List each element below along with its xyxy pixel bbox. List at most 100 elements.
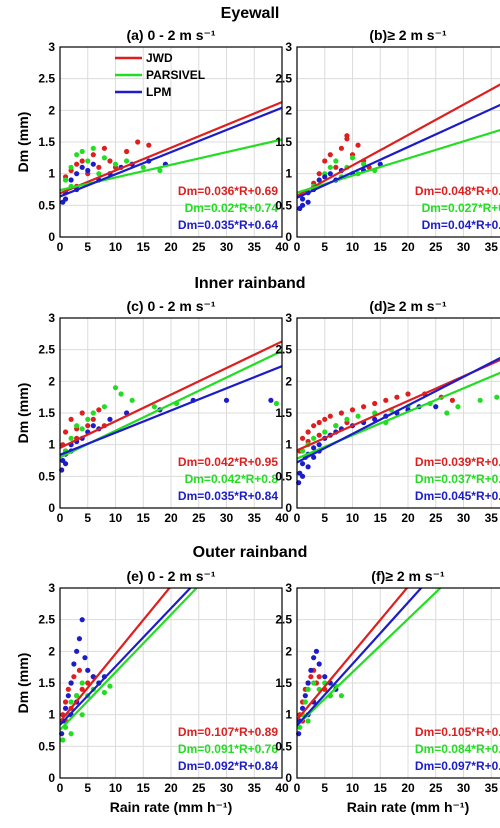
point-parsivel bbox=[62, 177, 69, 183]
point-lpm bbox=[74, 648, 80, 654]
point-jwd bbox=[394, 394, 400, 400]
point-parsivel bbox=[68, 731, 74, 737]
y-tick-label: 2.5 bbox=[38, 343, 55, 357]
panel-e: (e) 0 - 2 m s⁻¹0 5 10 15 20 25 30 35 4000.511.52… bbox=[15, 568, 289, 815]
y-axis-label: Dm (mm) bbox=[15, 383, 31, 444]
section-title: Eyewall bbox=[221, 5, 280, 22]
point-lpm bbox=[65, 693, 71, 699]
x-tick-label: 30 bbox=[457, 781, 471, 795]
point-jwd bbox=[372, 400, 378, 407]
y-tick-label: 2 bbox=[285, 644, 292, 658]
x-tick-label: 35 bbox=[485, 511, 499, 525]
x-tick-label: 0 bbox=[57, 781, 64, 795]
x-tick-label: 30 bbox=[220, 240, 234, 254]
point-jwd bbox=[316, 674, 322, 680]
point-lpm bbox=[268, 397, 274, 403]
x-tick-label: 5 bbox=[321, 240, 328, 254]
y-tick-label: 1 bbox=[285, 167, 292, 181]
legend-label: PARSIVEL bbox=[146, 68, 205, 82]
x-tick-label: 0 bbox=[57, 511, 64, 525]
panel-c: (c) 0 - 2 m s⁻¹0 5 10 15 20 25 30 35 4000.511.52… bbox=[15, 298, 289, 525]
point-lpm bbox=[76, 636, 83, 642]
point-parsivel bbox=[140, 164, 146, 170]
point-parsivel bbox=[305, 718, 311, 724]
fit-line-jwd bbox=[297, 83, 500, 197]
point-lpm bbox=[62, 196, 69, 202]
x-tick-label: 20 bbox=[401, 240, 415, 254]
point-jwd bbox=[146, 142, 152, 148]
x-tick-label: 20 bbox=[401, 781, 415, 795]
point-jwd bbox=[305, 429, 311, 435]
y-tick-label: 2 bbox=[285, 374, 292, 388]
point-jwd bbox=[124, 148, 130, 155]
x-tick-label: 35 bbox=[248, 240, 262, 254]
point-jwd bbox=[107, 158, 113, 164]
point-jwd bbox=[322, 416, 328, 422]
point-jwd bbox=[79, 410, 85, 416]
fit-line-parsivel bbox=[60, 588, 199, 731]
point-lpm bbox=[90, 423, 96, 429]
x-tick-label: 25 bbox=[192, 240, 206, 254]
point-parsivel bbox=[297, 724, 303, 730]
fit-line-lpm bbox=[60, 106, 282, 198]
x-tick-label: 5 bbox=[321, 781, 328, 795]
y-tick-label: 0 bbox=[285, 501, 292, 515]
fit-equation-lpm: Dm=0.092*R+0.84 bbox=[178, 759, 278, 773]
point-jwd bbox=[299, 435, 306, 441]
y-tick-label: 1 bbox=[48, 438, 55, 452]
point-jwd bbox=[90, 416, 96, 422]
x-tick-label: 35 bbox=[485, 240, 499, 254]
fit-equation-lpm: Dm=0.035*R+0.64 bbox=[178, 218, 278, 232]
point-jwd bbox=[338, 410, 344, 416]
axes-frame bbox=[59, 46, 283, 238]
point-jwd bbox=[316, 171, 322, 177]
point-parsivel bbox=[455, 404, 461, 410]
point-parsivel bbox=[302, 699, 308, 705]
point-jwd bbox=[79, 686, 85, 692]
panel-a: (a) 0 - 2 m s⁻¹0 5 10 15 20 25 30 35 4000.511.52… bbox=[15, 27, 289, 254]
axes-frame bbox=[296, 317, 500, 509]
fit-equation-lpm: Dm=0.097*R+0.83 bbox=[415, 759, 500, 773]
panel-title: (b)≥ 2 m s⁻¹ bbox=[369, 27, 447, 43]
fit-equation-parsivel: Dm=0.084*R+0.83 bbox=[415, 742, 500, 756]
point-lpm bbox=[316, 661, 322, 667]
point-parsivel bbox=[129, 397, 135, 403]
panel-title: (c) 0 - 2 m s⁻¹ bbox=[126, 298, 215, 314]
point-lpm bbox=[305, 199, 311, 205]
fit-line-lpm bbox=[297, 103, 500, 199]
point-parsivel bbox=[85, 158, 91, 164]
point-parsivel bbox=[112, 385, 119, 391]
panel-f: (f)≥ 2 m s⁻¹051015202530354000.511.522.5… bbox=[275, 568, 500, 815]
point-parsivel bbox=[79, 148, 85, 155]
point-jwd bbox=[76, 667, 83, 673]
point-jwd bbox=[361, 404, 367, 410]
point-parsivel bbox=[327, 164, 333, 170]
y-tick-label: 2.5 bbox=[275, 613, 292, 627]
point-lpm bbox=[311, 655, 317, 661]
y-tick-label: 2.5 bbox=[38, 613, 55, 627]
point-lpm bbox=[68, 177, 74, 183]
y-tick-label: 0 bbox=[285, 771, 292, 785]
fit-equation-lpm: Dm=0.045*R+0.72 bbox=[415, 489, 500, 503]
point-parsivel bbox=[361, 161, 367, 167]
x-axis-label: Rain rate (mm h⁻¹) bbox=[110, 799, 233, 815]
point-lpm bbox=[90, 161, 96, 167]
y-tick-label: 3 bbox=[285, 581, 292, 595]
point-jwd bbox=[96, 407, 102, 413]
point-lpm bbox=[62, 461, 69, 467]
x-tick-label: 5 bbox=[84, 240, 91, 254]
x-tick-label: 30 bbox=[457, 511, 471, 525]
point-parsivel bbox=[68, 435, 74, 441]
panel-title: (d)≥ 2 m s⁻¹ bbox=[369, 298, 447, 314]
y-tick-label: 2.5 bbox=[275, 72, 292, 86]
point-parsivel bbox=[355, 413, 361, 419]
point-parsivel bbox=[124, 158, 130, 164]
point-jwd bbox=[85, 680, 91, 686]
legend: JWD PARSIVEL LPM bbox=[115, 51, 205, 99]
point-jwd bbox=[85, 423, 91, 429]
y-tick-label: 1.5 bbox=[38, 135, 55, 149]
point-jwd bbox=[349, 407, 356, 413]
fit-equation-parsivel: Dm=0.037*R+0.78 bbox=[415, 472, 500, 486]
y-tick-label: 0.5 bbox=[38, 198, 55, 212]
point-jwd bbox=[90, 152, 96, 158]
